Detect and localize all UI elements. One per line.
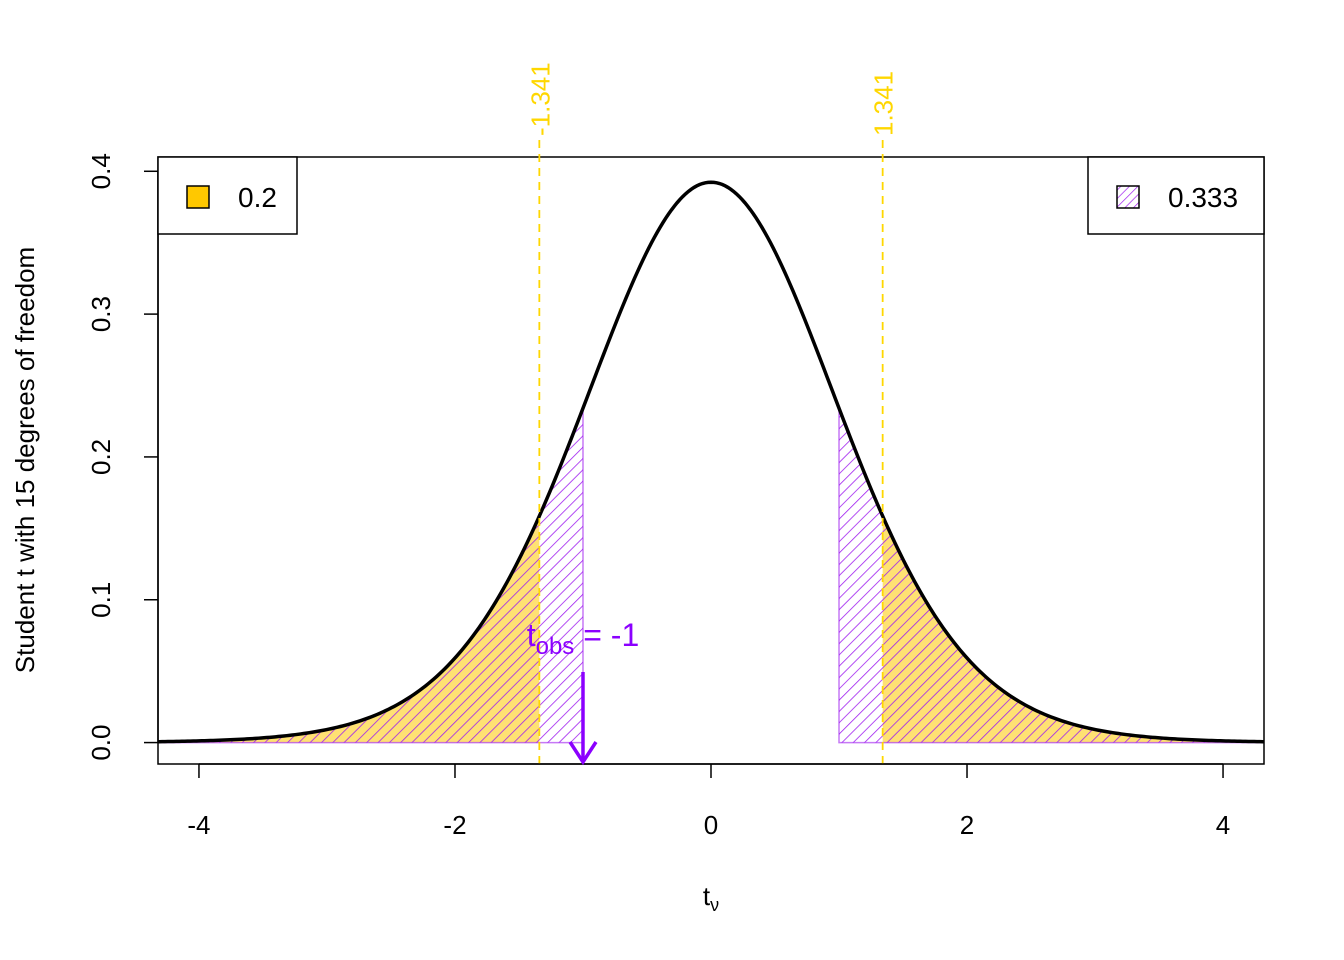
y-axis-title: Student t with 15 degrees of freedom [10, 247, 40, 673]
critical-value-label: -1.341 [525, 62, 555, 136]
x-tick-label: -2 [443, 810, 466, 840]
y-tick-label: 0.4 [86, 153, 116, 189]
t-obs-arrowhead [568, 741, 598, 766]
critical-value-label: 1.341 [869, 71, 899, 136]
density-curve [158, 180, 1264, 744]
pvalue-legend-swatch [1116, 185, 1140, 209]
y-tick-label: 0.3 [86, 296, 116, 332]
x-tick-label: 2 [960, 810, 974, 840]
pvalue-legend-label: 0.333 [1168, 182, 1238, 213]
x-tick-label: 4 [1216, 810, 1230, 840]
x-axis-title: tν [703, 881, 719, 915]
plot-frame [157, 156, 1265, 765]
alpha-legend-label: 0.2 [238, 182, 277, 213]
pvalue-region-left [158, 407, 584, 744]
x-tick-label: 0 [704, 810, 718, 840]
t-obs-label-value: = -1 [574, 617, 639, 653]
y-tick-label: 0.0 [86, 724, 116, 760]
y-tick-label: 0.2 [86, 439, 116, 475]
pvalue-region-right [838, 407, 1264, 744]
x-axis-title-subscript: ν [710, 895, 719, 915]
y-tick-label: 0.1 [86, 582, 116, 618]
t-obs-label-subscript: obs [536, 633, 575, 660]
t-obs-label: tobs = -1 [527, 617, 640, 660]
alpha-legend-swatch [186, 185, 210, 209]
alpha-legend-box [157, 156, 298, 235]
x-tick-label: -4 [187, 810, 210, 840]
